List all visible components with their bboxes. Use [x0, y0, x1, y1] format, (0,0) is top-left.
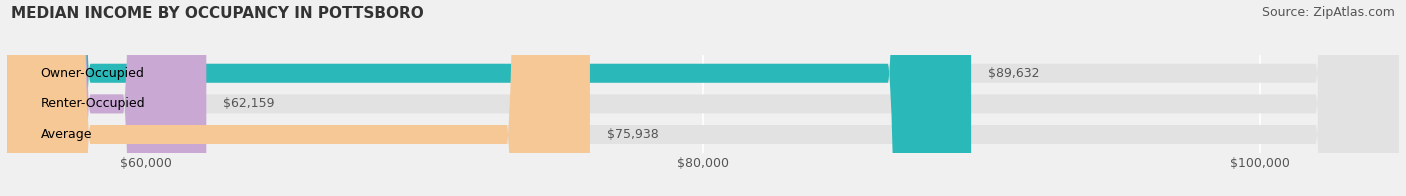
Text: Source: ZipAtlas.com: Source: ZipAtlas.com: [1261, 6, 1395, 19]
FancyBboxPatch shape: [7, 0, 207, 196]
Text: Renter-Occupied: Renter-Occupied: [41, 97, 145, 110]
Text: $89,632: $89,632: [988, 67, 1039, 80]
FancyBboxPatch shape: [7, 0, 1399, 196]
Text: Average: Average: [41, 128, 91, 141]
Text: Owner-Occupied: Owner-Occupied: [41, 67, 145, 80]
FancyBboxPatch shape: [7, 0, 591, 196]
Text: $75,938: $75,938: [606, 128, 658, 141]
Text: MEDIAN INCOME BY OCCUPANCY IN POTTSBORO: MEDIAN INCOME BY OCCUPANCY IN POTTSBORO: [11, 6, 425, 21]
FancyBboxPatch shape: [7, 0, 1399, 196]
Text: $62,159: $62,159: [224, 97, 274, 110]
FancyBboxPatch shape: [7, 0, 972, 196]
FancyBboxPatch shape: [7, 0, 1399, 196]
